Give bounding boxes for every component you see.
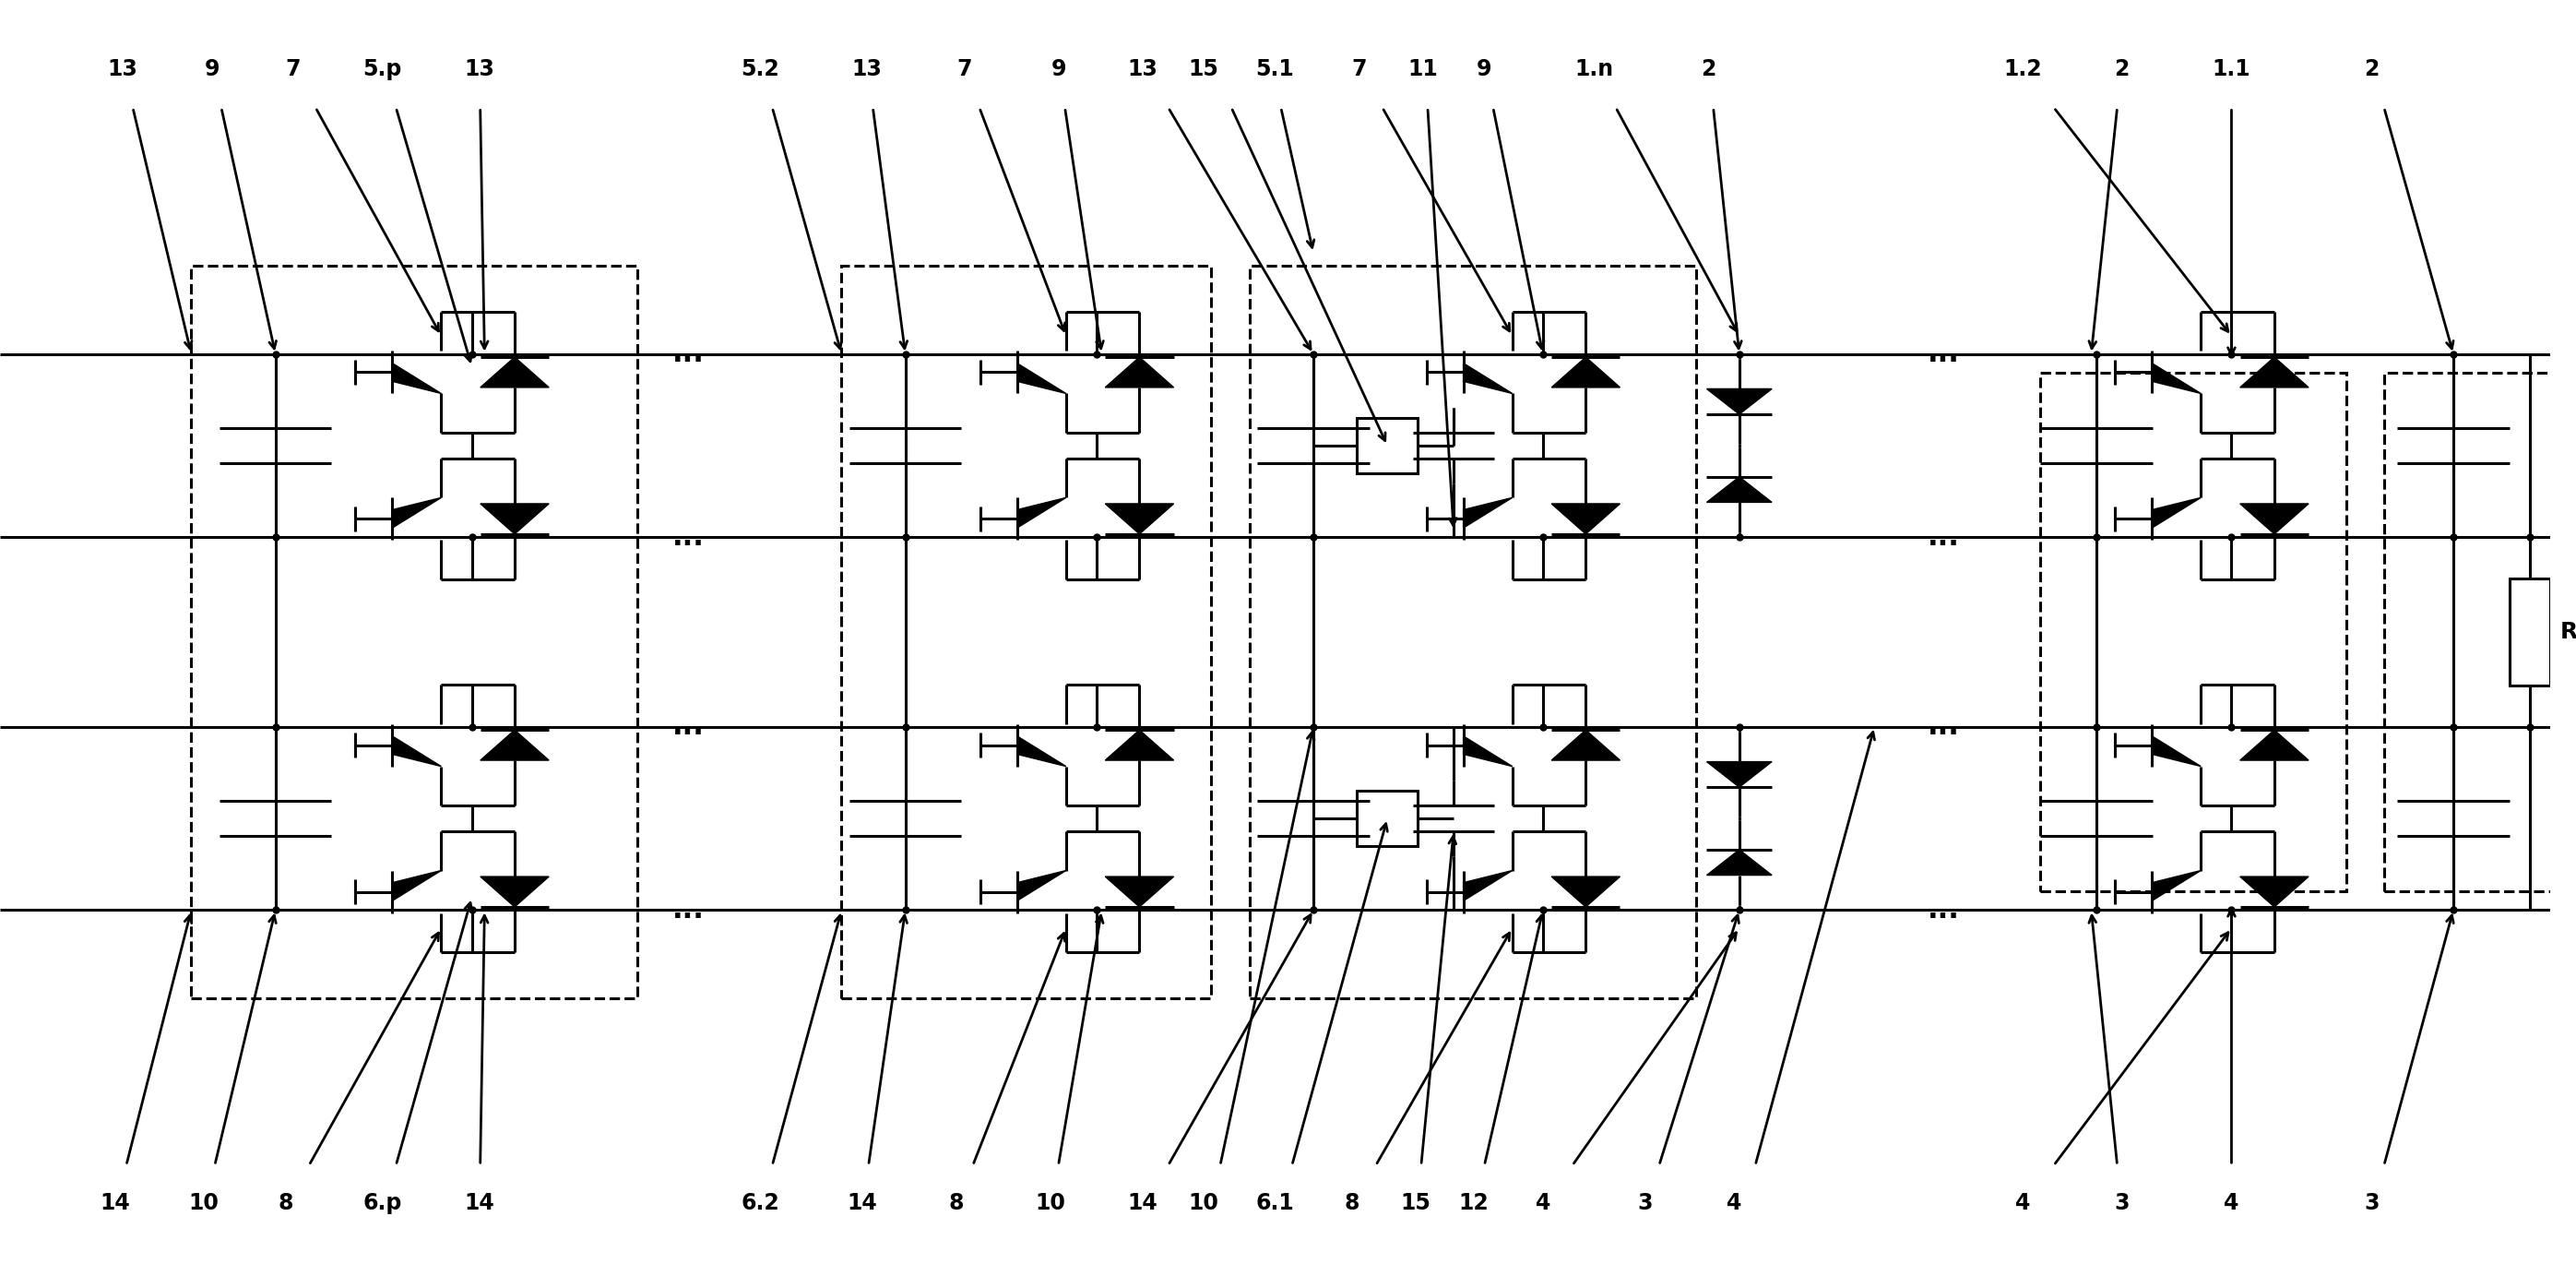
Text: 7: 7 (286, 58, 301, 81)
Text: 15: 15 (1401, 1192, 1430, 1215)
Text: 12: 12 (1458, 1192, 1489, 1215)
Polygon shape (1551, 356, 1620, 387)
Polygon shape (392, 871, 440, 901)
Polygon shape (2241, 731, 2308, 760)
Text: ...: ... (1927, 896, 1960, 924)
Bar (1249, 265, 1695, 999)
Text: 13: 13 (108, 58, 137, 81)
Polygon shape (392, 363, 440, 393)
Text: R: R (2561, 621, 2576, 643)
Polygon shape (2241, 356, 2308, 387)
Text: ...: ... (1927, 340, 1960, 368)
Polygon shape (1551, 731, 1620, 760)
Polygon shape (1105, 356, 1175, 387)
Text: 8: 8 (1345, 1192, 1360, 1215)
Text: 11: 11 (1409, 58, 1437, 81)
Bar (2040, 373, 2347, 891)
Text: 10: 10 (1188, 1192, 1218, 1215)
Polygon shape (479, 877, 549, 908)
Text: 9: 9 (1051, 58, 1066, 81)
Polygon shape (1018, 871, 1066, 901)
Polygon shape (2241, 877, 2308, 908)
Bar (2385, 373, 2576, 891)
Text: 3: 3 (1638, 1192, 1654, 1215)
Text: 15: 15 (1188, 58, 1218, 81)
Polygon shape (1463, 871, 1512, 901)
Text: 1.1: 1.1 (2213, 58, 2251, 81)
Text: 9: 9 (204, 58, 219, 81)
Text: 1.2: 1.2 (2004, 58, 2043, 81)
Polygon shape (479, 731, 549, 760)
Text: 3: 3 (2365, 1192, 2380, 1215)
Text: 13: 13 (1128, 58, 1157, 81)
Text: 5.p: 5.p (363, 58, 402, 81)
Text: 13: 13 (464, 58, 495, 81)
Polygon shape (1708, 477, 1772, 502)
Text: 13: 13 (853, 58, 881, 81)
Polygon shape (1551, 877, 1620, 908)
Text: 5.1: 5.1 (1257, 58, 1293, 81)
Polygon shape (2241, 504, 2308, 535)
Text: 8: 8 (278, 1192, 294, 1215)
Polygon shape (2151, 736, 2200, 766)
Polygon shape (1463, 363, 1512, 393)
Text: 10: 10 (1036, 1192, 1066, 1215)
Text: 14: 14 (464, 1192, 495, 1215)
Text: ...: ... (1927, 523, 1960, 551)
Text: 2: 2 (2115, 58, 2130, 81)
Text: 7: 7 (1352, 58, 1368, 81)
Polygon shape (1105, 731, 1175, 760)
Polygon shape (1708, 849, 1772, 875)
Bar (2509, 579, 2550, 685)
Text: 6.1: 6.1 (1257, 1192, 1293, 1215)
Text: ...: ... (672, 340, 706, 368)
Polygon shape (1105, 877, 1175, 908)
Text: 14: 14 (100, 1192, 129, 1215)
Text: 2: 2 (1700, 58, 1716, 81)
Text: 1.n: 1.n (1574, 58, 1613, 81)
Text: 8: 8 (948, 1192, 963, 1215)
Polygon shape (1018, 498, 1066, 528)
Text: 4: 4 (1535, 1192, 1551, 1215)
Text: 14: 14 (1128, 1192, 1157, 1215)
Polygon shape (1463, 498, 1512, 528)
Text: 3: 3 (2115, 1192, 2130, 1215)
Text: 2: 2 (2365, 58, 2380, 81)
Bar (1358, 791, 1417, 847)
Text: 4: 4 (1726, 1192, 1741, 1215)
Polygon shape (1708, 762, 1772, 787)
Text: 6.p: 6.p (363, 1192, 402, 1215)
Text: 5.2: 5.2 (742, 58, 778, 81)
Text: 9: 9 (1476, 58, 1492, 81)
Text: ...: ... (672, 523, 706, 551)
Polygon shape (392, 498, 440, 528)
Bar (1358, 417, 1417, 474)
Text: ...: ... (1927, 713, 1960, 741)
Polygon shape (1018, 736, 1066, 766)
Bar (842, 265, 1211, 999)
Polygon shape (479, 356, 549, 387)
Text: 7: 7 (956, 58, 971, 81)
Polygon shape (2151, 498, 2200, 528)
Polygon shape (479, 504, 549, 535)
Polygon shape (1708, 389, 1772, 415)
Polygon shape (1105, 504, 1175, 535)
Text: ...: ... (672, 896, 706, 924)
Polygon shape (392, 736, 440, 766)
Text: 4: 4 (2223, 1192, 2239, 1215)
Text: 6.2: 6.2 (742, 1192, 778, 1215)
Text: ...: ... (672, 713, 706, 741)
Text: 14: 14 (848, 1192, 876, 1215)
Polygon shape (1551, 504, 1620, 535)
Bar (191, 265, 639, 999)
Text: 10: 10 (188, 1192, 219, 1215)
Polygon shape (2151, 363, 2200, 393)
Polygon shape (1463, 736, 1512, 766)
Text: 4: 4 (2014, 1192, 2030, 1215)
Polygon shape (2151, 871, 2200, 901)
Polygon shape (1018, 363, 1066, 393)
